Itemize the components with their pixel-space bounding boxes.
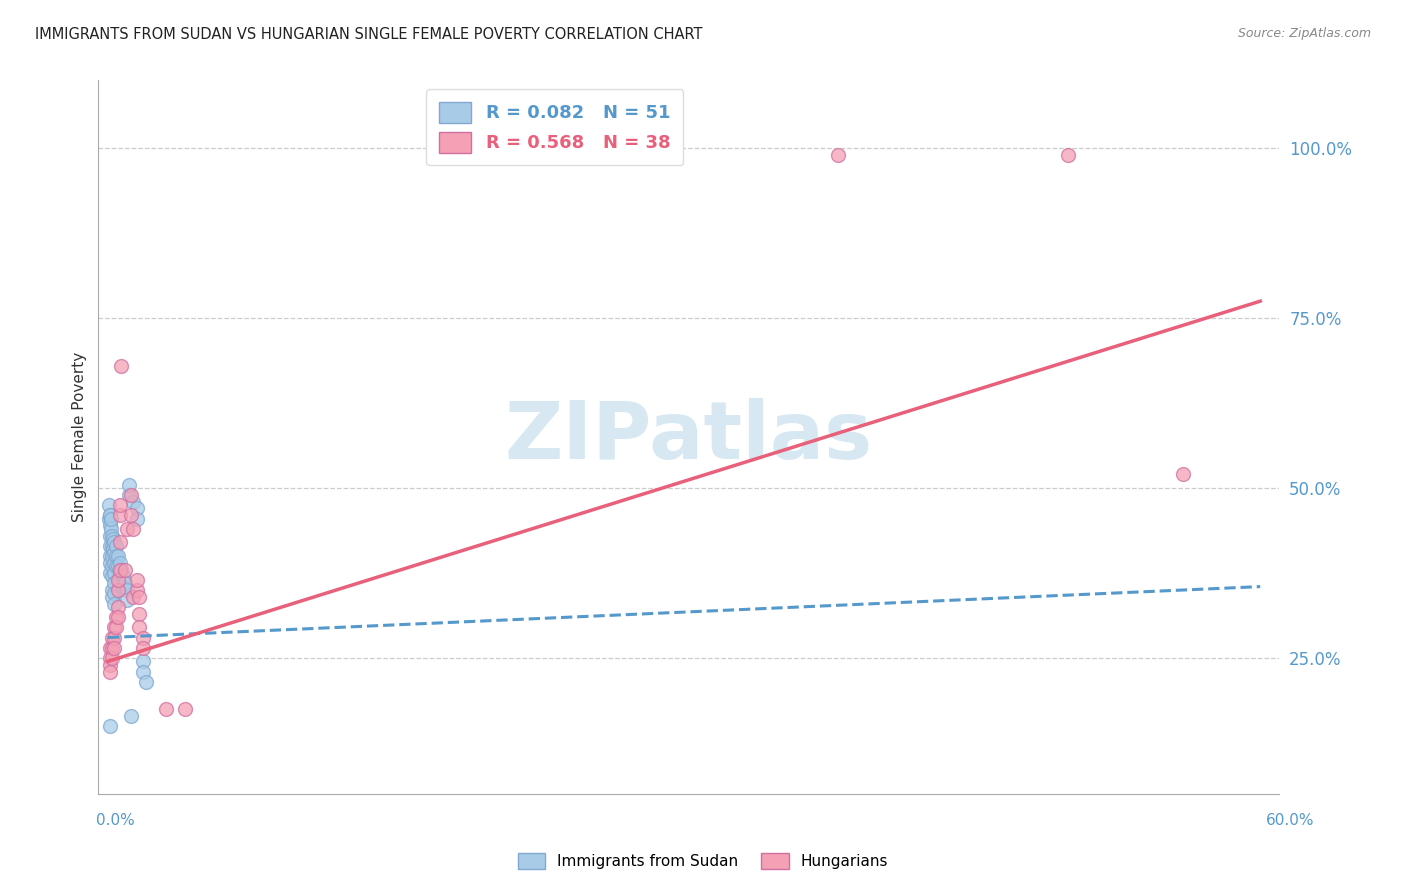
Point (115, 593, 138, 607)
Point (98, 511, 121, 525)
Point (155, 702, 177, 716)
Point (131, 631, 153, 645)
Point (110, 563, 132, 577)
Point (1057, 148, 1080, 162)
Point (100, 522, 122, 536)
Point (131, 654, 153, 668)
Point (128, 620, 150, 634)
Point (120, 508, 142, 523)
Point (98, 549, 121, 563)
Legend: R = 0.082   N = 51, R = 0.568   N = 38: R = 0.082 N = 51, R = 0.568 N = 38 (426, 89, 683, 165)
Point (125, 511, 148, 525)
Point (98, 651, 121, 665)
Point (104, 620, 127, 634)
Point (101, 651, 124, 665)
Point (101, 559, 124, 574)
Point (108, 535, 131, 549)
Point (122, 494, 145, 508)
Point (101, 532, 124, 546)
Point (107, 582, 129, 597)
Point (103, 566, 125, 580)
Point (120, 708, 142, 723)
Point (101, 549, 124, 563)
Point (98, 498, 121, 512)
Point (101, 631, 124, 645)
Point (101, 569, 124, 583)
Point (98, 508, 121, 523)
Point (104, 549, 127, 563)
Point (120, 488, 142, 502)
Point (98, 719, 121, 733)
Point (98, 528, 121, 542)
Point (122, 590, 145, 604)
Point (131, 665, 153, 679)
Point (1173, 467, 1195, 482)
Point (122, 522, 145, 536)
Point (98, 640, 121, 655)
Point (104, 559, 127, 574)
Text: Source: ZipAtlas.com: Source: ZipAtlas.com (1237, 27, 1371, 40)
Point (118, 488, 141, 502)
Point (101, 640, 124, 655)
Point (112, 569, 135, 583)
Point (98, 566, 121, 580)
Point (103, 620, 125, 634)
Point (101, 542, 124, 557)
Point (114, 576, 136, 591)
Point (104, 610, 127, 624)
Point (98, 518, 121, 533)
Point (103, 556, 125, 570)
Point (107, 610, 129, 624)
Text: ZIPatlas: ZIPatlas (505, 398, 873, 476)
Point (108, 498, 131, 512)
Y-axis label: Single Female Poverty: Single Female Poverty (72, 352, 87, 522)
Point (827, 148, 849, 162)
Legend: Immigrants from Sudan, Hungarians: Immigrants from Sudan, Hungarians (512, 847, 894, 875)
Point (103, 640, 125, 655)
Point (103, 631, 125, 645)
Point (108, 508, 131, 523)
Point (114, 563, 136, 577)
Point (101, 582, 124, 597)
Text: 60.0%: 60.0% (1267, 814, 1315, 828)
Point (103, 546, 125, 560)
Point (108, 556, 131, 570)
Point (98, 508, 121, 523)
Point (118, 477, 141, 491)
Point (107, 559, 129, 574)
Point (101, 539, 124, 553)
Point (103, 576, 125, 591)
Point (107, 549, 129, 563)
Point (100, 511, 122, 525)
Point (98, 539, 121, 553)
Point (125, 573, 148, 587)
Text: IMMIGRANTS FROM SUDAN VS HUNGARIAN SINGLE FEMALE POVERTY CORRELATION CHART: IMMIGRANTS FROM SUDAN VS HUNGARIAN SINGL… (35, 27, 703, 42)
Point (115, 582, 138, 597)
Point (128, 607, 150, 621)
Point (110, 359, 132, 373)
Point (104, 539, 127, 553)
Point (107, 599, 129, 614)
Point (103, 586, 125, 600)
Point (128, 590, 150, 604)
Point (125, 582, 148, 597)
Point (112, 580, 135, 594)
Point (101, 528, 124, 542)
Point (173, 702, 195, 716)
Point (131, 640, 153, 655)
Point (103, 535, 125, 549)
Point (98, 665, 121, 679)
Point (98, 657, 121, 672)
Point (108, 566, 131, 580)
Text: 0.0%: 0.0% (96, 814, 135, 828)
Point (107, 573, 129, 587)
Point (103, 597, 125, 611)
Point (125, 501, 148, 516)
Point (135, 674, 157, 689)
Point (98, 556, 121, 570)
Point (108, 563, 131, 577)
Point (101, 590, 124, 604)
Point (115, 522, 138, 536)
